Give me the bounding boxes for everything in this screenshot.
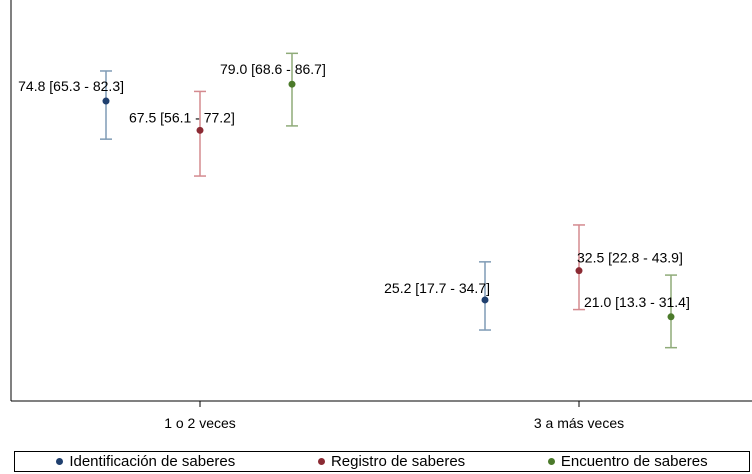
data-point bbox=[575, 267, 583, 275]
data-point bbox=[102, 97, 110, 105]
marks-layer: 74.8 [65.3 - 82.3] 25.2 [17.7 - 34.7] 67.5… bbox=[18, 52, 690, 349]
data-label: 25.2 [17.7 - 34.7] bbox=[384, 280, 490, 296]
legend-item-encuentro: Encuentro de saberes bbox=[547, 453, 708, 470]
legend-item-registro: Registro de saberes bbox=[317, 453, 466, 470]
data-label: 32.5 [22.8 - 43.9] bbox=[577, 250, 683, 266]
x-ticks-layer: 1 o 2 veces 3 a más veces bbox=[164, 401, 624, 431]
legend-label: Encuentro de saberes bbox=[560, 453, 708, 470]
x-tick-label: 3 a más veces bbox=[534, 415, 624, 431]
legend: Identificación de saberes Registro de sa… bbox=[14, 451, 750, 472]
legend-marker bbox=[56, 458, 64, 465]
legend-marker bbox=[317, 458, 325, 465]
legend-label: Identificación de saberes bbox=[69, 453, 236, 470]
data-point bbox=[196, 126, 204, 134]
legend-label: Registro de saberes bbox=[330, 453, 466, 470]
data-label: 74.8 [65.3 - 82.3] bbox=[18, 78, 124, 94]
legend-item-identificacion: Identificación de saberes bbox=[56, 453, 235, 470]
data-point bbox=[667, 313, 675, 321]
x-tick-label: 1 o 2 veces bbox=[164, 415, 236, 431]
legend-marker bbox=[547, 458, 555, 465]
data-point bbox=[481, 296, 489, 304]
data-label: 67.5 [56.1 - 77.2] bbox=[129, 109, 235, 125]
chart-canvas: 1 o 2 veces 3 a más veces 74.8 [65.3 - 82… bbox=[10, 0, 752, 431]
data-label: 21.0 [13.3 - 31.4] bbox=[584, 294, 690, 310]
data-point bbox=[288, 80, 296, 88]
data-label: 79.0 [68.6 - 86.7] bbox=[220, 61, 326, 77]
